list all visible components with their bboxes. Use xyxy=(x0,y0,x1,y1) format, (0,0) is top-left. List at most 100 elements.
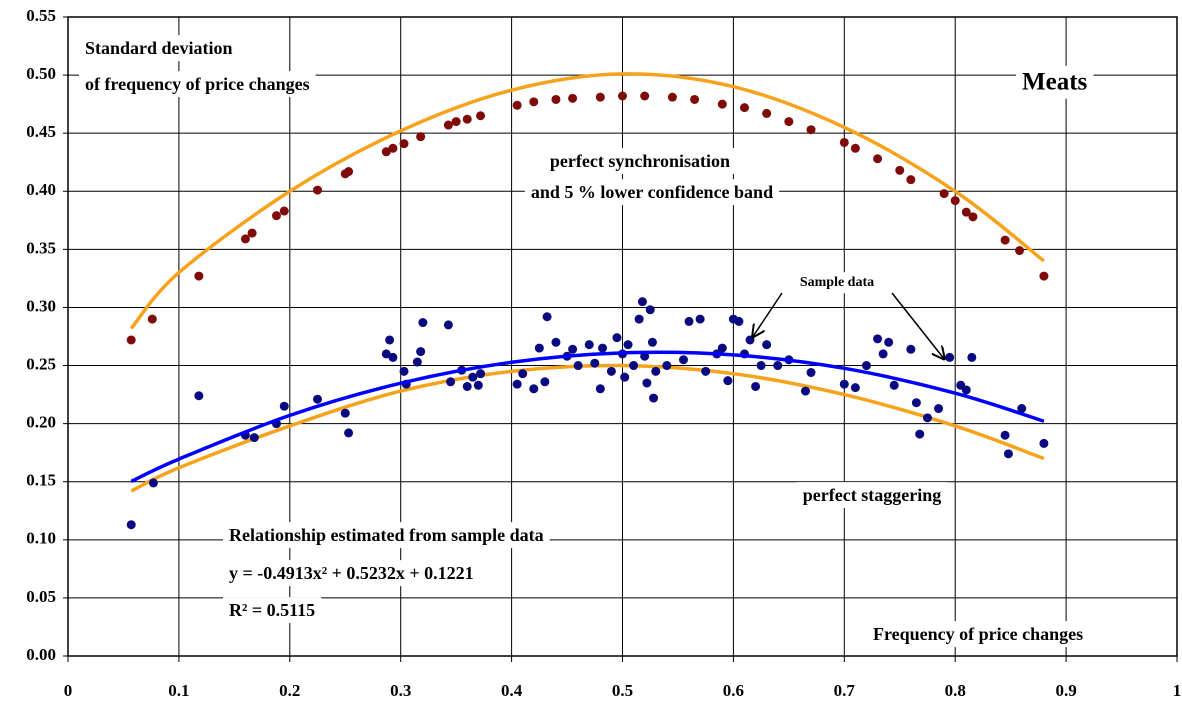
point xyxy=(381,349,391,359)
point xyxy=(568,344,578,354)
point xyxy=(529,97,539,107)
text-background xyxy=(223,560,480,587)
point xyxy=(695,314,705,324)
chart-title: Meats xyxy=(1022,69,1088,96)
point xyxy=(637,297,647,307)
point xyxy=(850,143,860,153)
point xyxy=(751,381,761,391)
point xyxy=(279,206,289,216)
point xyxy=(279,401,289,411)
point xyxy=(939,189,949,199)
point xyxy=(784,117,794,127)
x-tick-label: 1 xyxy=(1173,681,1182,700)
curve xyxy=(130,363,1045,493)
point xyxy=(701,366,711,376)
point xyxy=(418,318,428,328)
point xyxy=(945,352,955,362)
point xyxy=(717,343,727,353)
y-tick-label: 0.20 xyxy=(26,413,56,432)
point xyxy=(542,312,552,322)
arrow xyxy=(752,292,783,338)
point xyxy=(529,384,539,394)
point xyxy=(915,429,925,439)
point xyxy=(399,139,409,149)
point xyxy=(595,92,605,102)
text-background xyxy=(524,179,780,206)
plot-frame xyxy=(67,16,1178,657)
point xyxy=(961,385,971,395)
point xyxy=(1017,404,1027,414)
point xyxy=(313,185,323,195)
x-tick-label: 0 xyxy=(64,681,73,700)
point xyxy=(839,137,849,147)
x-tick-label: 0.6 xyxy=(723,681,744,700)
point xyxy=(388,143,398,153)
point xyxy=(344,428,354,438)
point xyxy=(873,334,883,344)
point xyxy=(806,125,816,135)
point xyxy=(540,377,550,387)
y-tick-label: 0.15 xyxy=(26,471,56,490)
point xyxy=(584,340,594,350)
text-background xyxy=(543,148,737,175)
y-axis-label: of frequency of price changes xyxy=(85,74,310,94)
point xyxy=(690,94,700,104)
annotation: y = -0.4913x² + 0.5232x + 0.1221 xyxy=(229,563,474,583)
y-tick-label: 0.35 xyxy=(26,238,56,257)
point xyxy=(462,381,472,391)
point xyxy=(247,228,257,238)
point xyxy=(906,344,916,354)
point xyxy=(1000,430,1010,440)
point xyxy=(934,404,944,414)
text-background xyxy=(79,71,316,98)
point xyxy=(446,377,456,387)
y-tick-label: 0.50 xyxy=(26,64,56,83)
marks xyxy=(126,72,1049,530)
point xyxy=(717,99,727,109)
x-tick-label: 0.9 xyxy=(1055,681,1076,700)
y-tick-label: 0.25 xyxy=(26,354,56,373)
curve xyxy=(129,72,1046,330)
point xyxy=(590,358,600,368)
y-tick-label: 0.40 xyxy=(26,180,56,199)
text-background xyxy=(79,35,239,62)
point xyxy=(194,271,204,281)
point xyxy=(911,398,921,408)
point xyxy=(416,132,426,142)
point xyxy=(922,413,932,423)
point xyxy=(249,433,259,443)
text-background xyxy=(223,522,550,549)
point xyxy=(678,355,688,365)
x-tick-label: 0.8 xyxy=(945,681,966,700)
point xyxy=(762,340,772,350)
point xyxy=(126,335,136,345)
y-tick-label: 0.30 xyxy=(26,296,56,315)
annotation: Sample data xyxy=(800,275,874,290)
x-tick-label: 0.3 xyxy=(390,681,411,700)
point xyxy=(642,378,652,388)
x-tick-label: 0.7 xyxy=(834,681,856,700)
point xyxy=(512,379,522,389)
point xyxy=(800,386,810,396)
point xyxy=(873,154,883,164)
point xyxy=(476,111,486,121)
arrow xyxy=(891,292,945,360)
annotation: R² = 0.5115 xyxy=(229,600,315,620)
point xyxy=(878,349,888,359)
point xyxy=(313,394,323,404)
point xyxy=(271,211,281,221)
point xyxy=(595,384,605,394)
x-tick-label: 0.5 xyxy=(612,681,633,700)
point xyxy=(618,91,627,101)
y-axis-label: Standard deviation xyxy=(85,38,233,58)
point xyxy=(399,366,409,376)
point xyxy=(473,380,483,390)
point xyxy=(723,376,733,386)
x-tick-label: 0.1 xyxy=(168,681,189,700)
y-tick-label: 0.45 xyxy=(26,122,56,141)
point xyxy=(961,207,971,217)
point xyxy=(381,147,391,157)
point xyxy=(416,347,426,357)
